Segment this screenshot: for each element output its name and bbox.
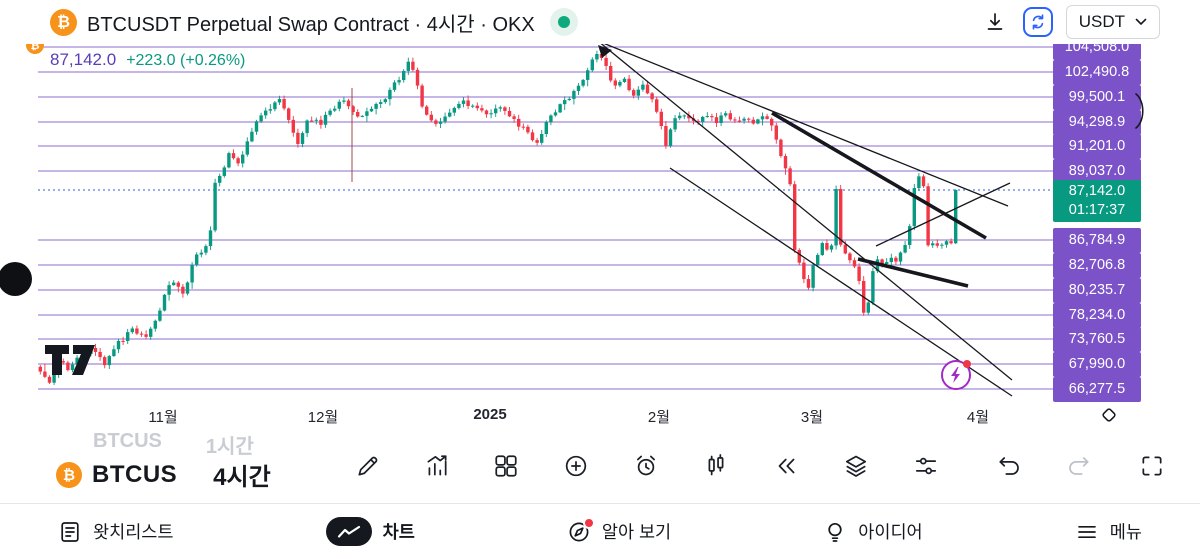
- nav-label: 메뉴: [1109, 522, 1142, 542]
- price-scale[interactable]: 104,508.0 102,490.8 99,500.1 94,298.9 91,201…: [1053, 44, 1141, 402]
- bottom-navigation: 왓치리스트 차트 알아 보기 아이디어 메뉴: [0, 503, 1200, 559]
- nav-menu[interactable]: 메뉴: [1075, 519, 1142, 544]
- last-price: 87,142.0: [50, 50, 117, 69]
- ideas-icon: [823, 520, 847, 544]
- nav-watchlist[interactable]: 왓치리스트: [58, 519, 174, 544]
- market-status-icon: [549, 8, 578, 36]
- axis-settings-icon[interactable]: [1097, 403, 1121, 427]
- discover-icon: [567, 516, 595, 544]
- notification-dot: [963, 360, 971, 368]
- nav-label: 아이디어: [858, 522, 923, 542]
- nav-label: 알아 보기: [601, 522, 672, 542]
- watchlist-icon: [58, 520, 82, 544]
- download-button[interactable]: [980, 7, 1010, 37]
- time-axis-label: 12월: [307, 409, 339, 426]
- undo-button[interactable]: [986, 443, 1032, 489]
- nav-label: 차트: [382, 522, 415, 542]
- price-level-label: 82,706.8: [1053, 252, 1141, 278]
- bitcoin-icon: ₿: [56, 461, 82, 488]
- price-level-label: 99,500.1: [1053, 84, 1141, 110]
- bitcoin-icon: ₿: [50, 8, 77, 36]
- currency-selector[interactable]: USDT: [1065, 5, 1160, 39]
- chart-toolbar: BTCUS 1시간 ₿ BTCUS 4시간: [0, 430, 1200, 503]
- draw-tool-button[interactable]: [345, 443, 391, 489]
- lightning-icon: [951, 367, 960, 383]
- symbol-carousel-previous: BTCUS 1시간: [93, 430, 254, 459]
- symbol-selector[interactable]: ₿ BTCUS 4시간: [56, 457, 271, 492]
- menu-icon: [1075, 520, 1099, 544]
- notification-dot: [582, 516, 595, 529]
- price-level-label: 66,277.5: [1053, 376, 1141, 402]
- chart-settings-button[interactable]: [903, 443, 949, 489]
- chevron-down-icon: [1135, 18, 1147, 26]
- time-axis-label: 2025: [473, 406, 507, 423]
- symbol-label: BTCUS: [92, 460, 178, 488]
- nav-chart[interactable]: 차트: [325, 517, 415, 546]
- redo-button[interactable]: [1056, 443, 1102, 489]
- interval-selector[interactable]: 4시간: [213, 464, 271, 491]
- candlestick-chart[interactable]: [0, 44, 1053, 400]
- alerts-button[interactable]: [623, 443, 669, 489]
- price-level-label: 80,235.7: [1053, 277, 1141, 303]
- indicators-button[interactable]: [414, 443, 460, 489]
- price-level-label: 89,037.0: [1053, 158, 1141, 184]
- prev-interval: 1시간: [205, 436, 254, 458]
- chart-header: ₿ BTCUSDT Perpetual Swap Contract · 4시간 …: [0, 0, 1200, 44]
- curve-drawing-mark: [1134, 92, 1150, 137]
- price-change: +223.0 (+0.26%): [126, 52, 246, 69]
- sync-button[interactable]: [1022, 7, 1053, 37]
- objects-layers-button[interactable]: [833, 443, 879, 489]
- price-level-label: 86,784.9: [1053, 227, 1141, 253]
- chart-canvas[interactable]: ₿ 87,142.0 +223.0 (+0.26%) 104,508.0 102,…: [0, 36, 1200, 402]
- price-level-label: 94,298.9: [1053, 109, 1141, 135]
- header-actions: USDT: [980, 5, 1160, 39]
- fullscreen-button[interactable]: [1129, 443, 1175, 489]
- time-axis-label: 3월: [800, 409, 824, 426]
- price-level-label: 78,234.0: [1053, 302, 1141, 328]
- price-level-label: 67,990.0: [1053, 351, 1141, 377]
- symbol-info[interactable]: ₿ BTCUSDT Perpetual Swap Contract · 4시간 …: [50, 8, 578, 37]
- time-axis-label: 11월: [148, 409, 178, 426]
- prev-symbol: BTCUS: [93, 430, 162, 452]
- chart-title: BTCUSDT Perpetual Swap Contract · 4시간 · …: [87, 13, 535, 36]
- bar-replay-button[interactable]: [763, 443, 809, 489]
- price-level-label: 102,490.8: [1053, 59, 1141, 85]
- time-axis[interactable]: 11월 12월 2025 2월 3월 4월: [0, 400, 1200, 430]
- currency-value: USDT: [1078, 12, 1125, 31]
- layouts-button[interactable]: [483, 443, 529, 489]
- time-axis-label: 4월: [966, 409, 990, 426]
- drawing-handle-dot[interactable]: [0, 262, 32, 296]
- price-level-label: 73,760.5: [1053, 326, 1141, 352]
- nav-ideas[interactable]: 아이디어: [823, 519, 923, 544]
- price-level-label: 104,508.0: [1053, 44, 1141, 60]
- compare-candles-button[interactable]: [693, 443, 739, 489]
- nav-label: 왓치리스트: [93, 522, 174, 542]
- flash-order-button[interactable]: [941, 360, 971, 390]
- price-overlay: ₿ 87,142.0 +223.0 (+0.26%): [26, 36, 246, 70]
- current-price-label: 87,142.0 01:17:37: [1053, 180, 1141, 222]
- time-axis-label: 2월: [647, 409, 671, 426]
- price-level-label: 91,201.0: [1053, 133, 1141, 159]
- tradingview-logo: [44, 336, 106, 381]
- nav-discover[interactable]: 알아 보기: [567, 516, 672, 544]
- chart-icon: [325, 517, 372, 546]
- add-button[interactable]: [553, 443, 599, 489]
